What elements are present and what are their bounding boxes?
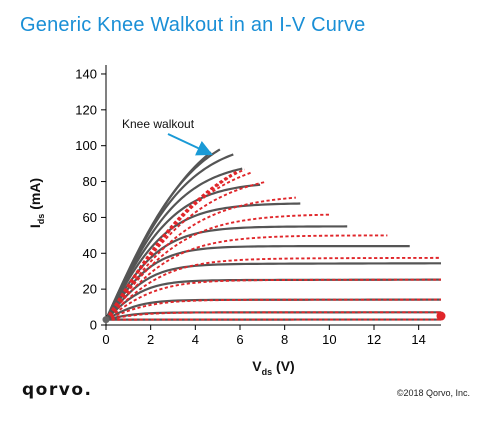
- copyright-text: ©2018 Qorvo, Inc.: [397, 388, 470, 398]
- x-tick-label: 12: [367, 332, 381, 347]
- x-tick-label: 10: [322, 332, 336, 347]
- y-tick-label: 0: [90, 318, 97, 333]
- x-tick-label: 8: [281, 332, 288, 347]
- annotation-arrow: [168, 134, 209, 153]
- x-tick-label: 0: [102, 332, 109, 347]
- y-tick-label: 60: [83, 210, 97, 225]
- y-tick-label: 20: [83, 282, 97, 297]
- origin-marker: [103, 316, 110, 323]
- y-tick-label: 120: [75, 102, 97, 117]
- y-tick-label: 80: [83, 174, 97, 189]
- solid-curve-2: [106, 300, 441, 320]
- dashed-curves-group: [106, 170, 441, 320]
- annotation-group: Knee walkout: [122, 117, 209, 153]
- x-axis-label: Vds (V): [252, 358, 294, 377]
- x-tick-label: 4: [192, 332, 199, 347]
- solid-curve-10: [106, 154, 233, 319]
- qorvo-logo: qorvo.: [22, 380, 92, 400]
- y-tick-label: 140: [75, 66, 97, 81]
- y-tick-label: 100: [75, 138, 97, 153]
- y-tick-label: 40: [83, 246, 97, 261]
- solid-curves-group: [106, 149, 441, 319]
- dashed-curve-4: [106, 258, 441, 320]
- annotation-label: Knee walkout: [122, 117, 195, 131]
- x-tick-label: 6: [236, 332, 243, 347]
- x-tick-label: 2: [147, 332, 154, 347]
- x-tick-label: 14: [411, 332, 425, 347]
- y-axis-label: Ids (mA): [27, 178, 46, 228]
- endpoint-marker: [437, 312, 446, 321]
